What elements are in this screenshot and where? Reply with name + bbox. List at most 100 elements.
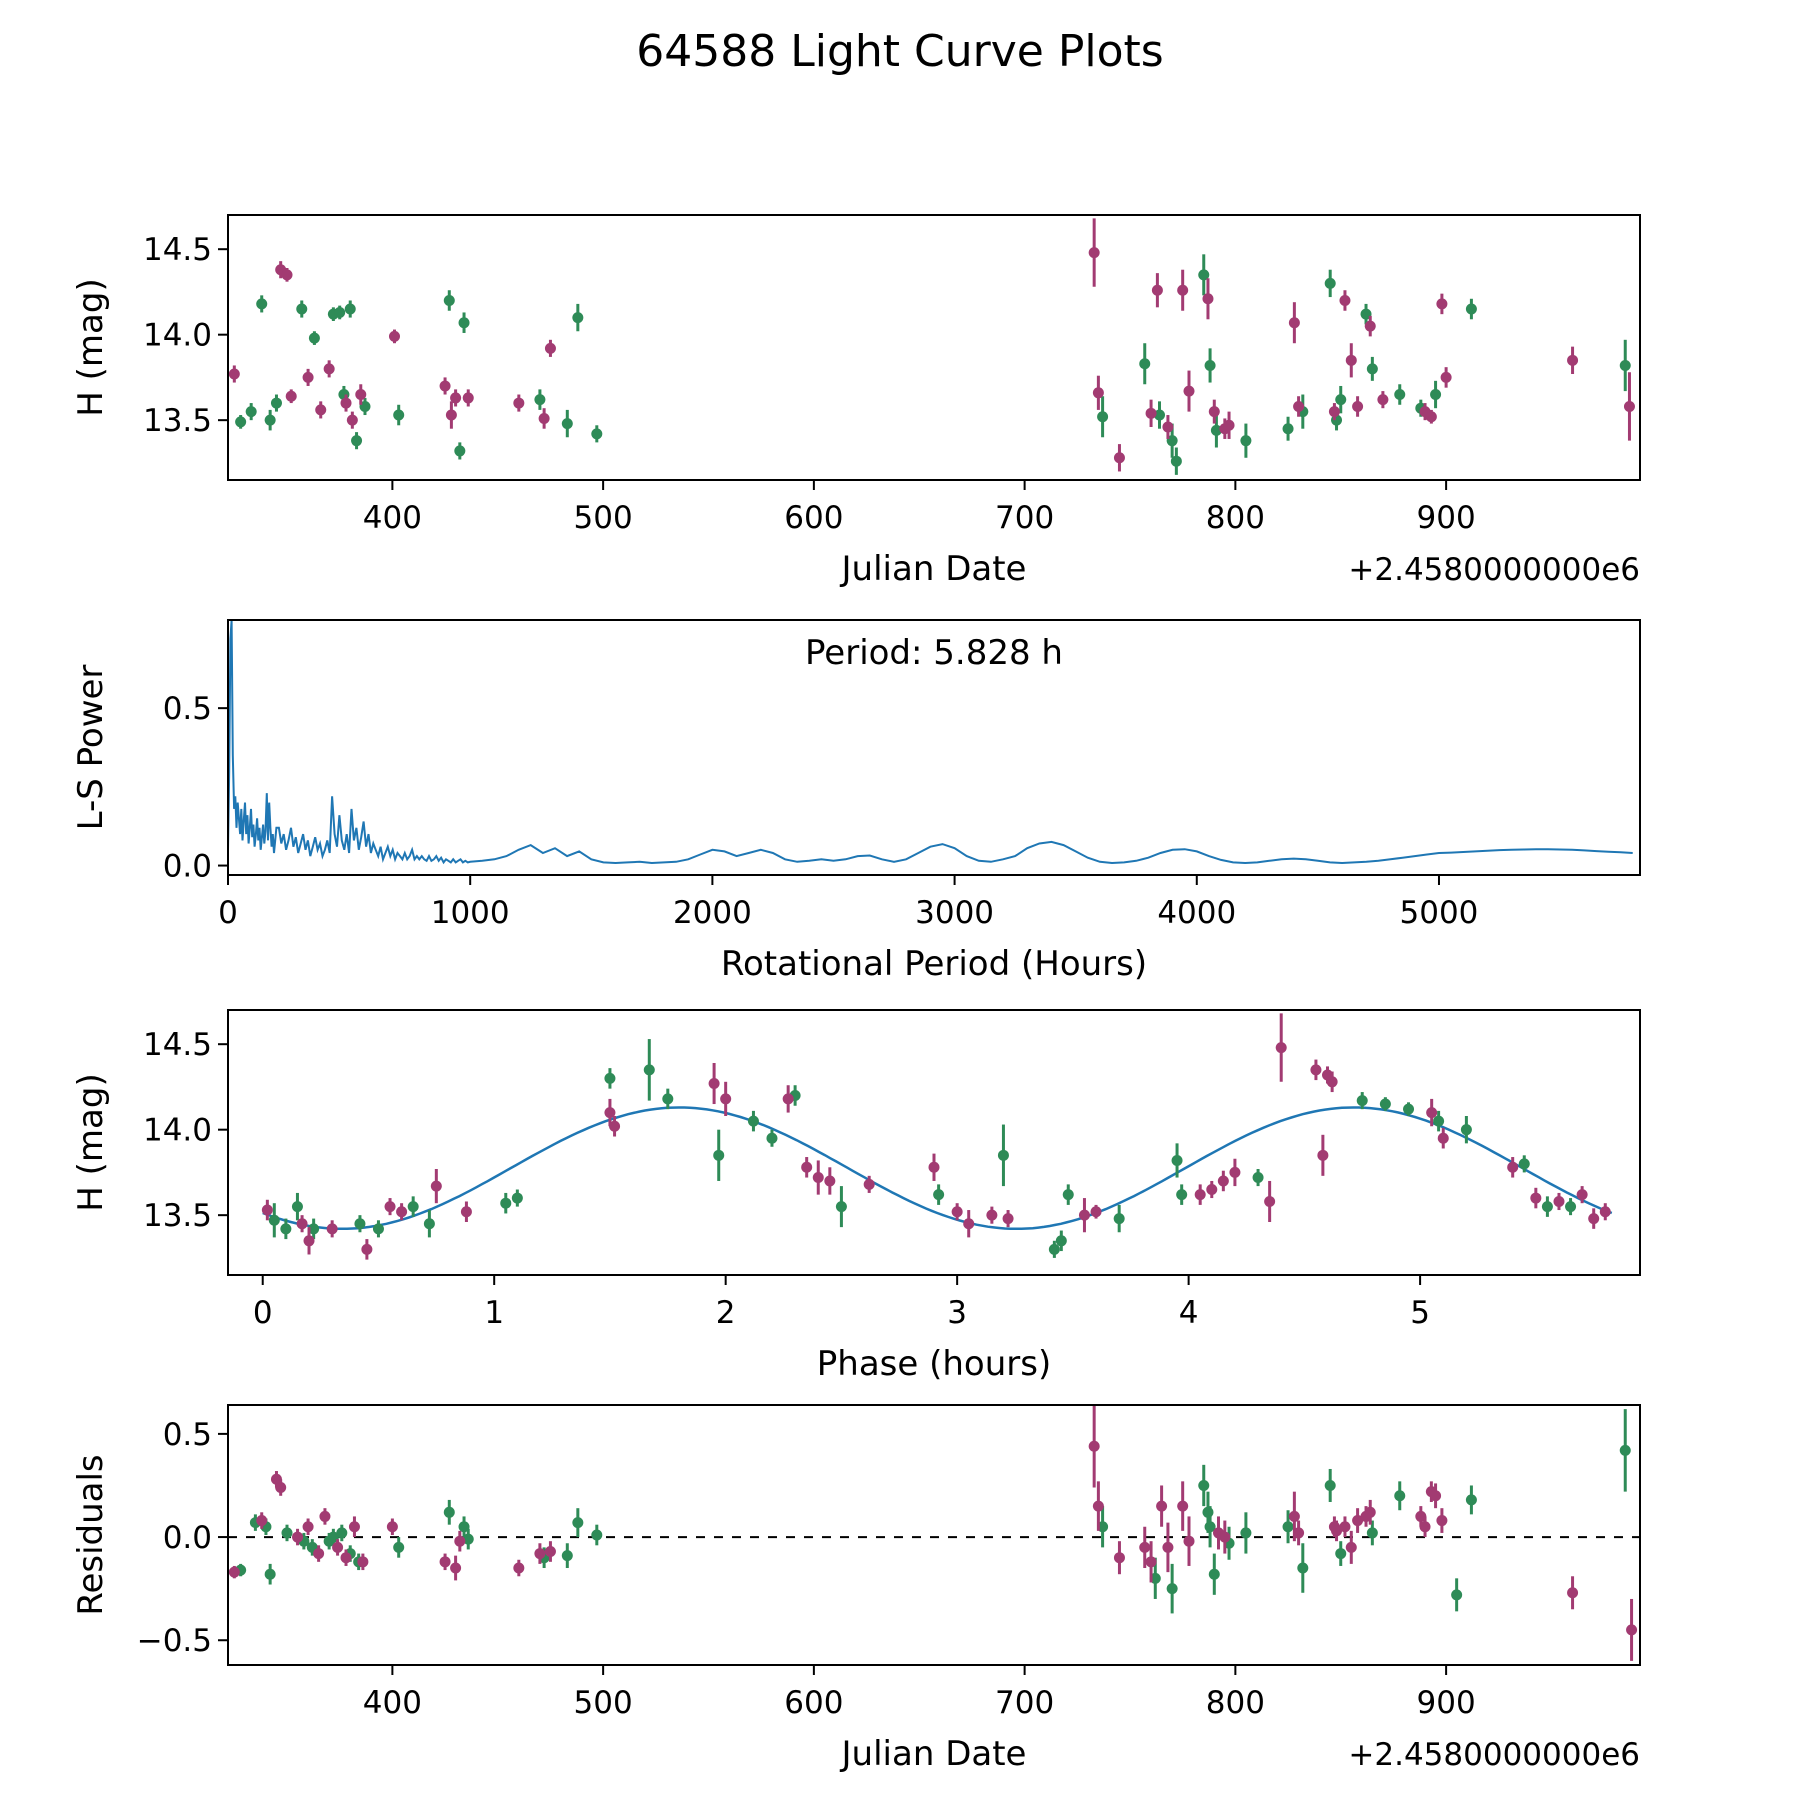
data-point [445,409,457,421]
data-point [835,1201,847,1213]
data-point [1088,1440,1100,1452]
sinusoid-fit-line [262,1106,1613,1231]
data-point [1437,1132,1449,1144]
data-point [604,1107,616,1119]
data-point [534,394,546,406]
data-point [708,1078,720,1090]
data-point [1162,421,1174,433]
data-point [1310,1064,1322,1076]
x-tick-label: 5 [1410,1295,1430,1331]
data-point [544,342,556,354]
series-residuals-magenta [228,1405,1638,1661]
data-point [1145,407,1157,419]
data-point [313,1548,325,1560]
data-point [423,1218,435,1230]
data-point [285,390,297,402]
data-point [1352,400,1364,412]
data-point [1206,1184,1218,1196]
y-tick-label: 0.0 [163,849,212,885]
x-tick-label: 5000 [1400,895,1479,931]
subplot-phase-curve: 0 1 2 3 4 5 13.5 14.0 14.5 Phase (hours) H (mag) [71,1009,1641,1384]
data-point [332,1541,344,1553]
data-point [270,397,282,409]
data-point [1345,354,1357,366]
data-point [264,414,276,426]
subplot-residuals: 400 500 600 700 800 900 −0.5 0.0 0.5 Julian Date R… [71,1404,1641,1774]
data-point [513,397,525,409]
x-axis-offset-text: +2.4580000000e6 [1348,1737,1640,1773]
x-tick-label: 700 [995,500,1054,536]
data-point [1518,1158,1530,1170]
data-point [1297,1562,1309,1574]
data-point [1183,385,1195,397]
data-point [326,1223,338,1235]
data-point [454,1535,466,1547]
data-point [1204,1521,1216,1533]
x-tick-label: 500 [574,500,633,536]
data-point [1002,1213,1014,1225]
data-point [351,435,363,447]
data-point [1364,1506,1376,1518]
data-point [963,1218,975,1230]
x-tick-label: 1000 [431,895,510,931]
y-axis-label: H (mag) [71,1073,111,1211]
data-point [1364,320,1376,332]
data-point [863,1178,875,1190]
data-point [1092,387,1104,399]
subplot-periodogram: 0 1000 2000 3000 4000 5000 0.0 0.5 Rotational Pe… [71,619,1641,984]
x-tick-label: 0 [253,1295,273,1331]
data-point [1465,303,1477,315]
data-point [1217,1175,1229,1187]
data-point [951,1206,963,1218]
y-tick-label: 13.5 [143,1198,212,1234]
x-tick-label: 500 [574,1685,633,1721]
data-point [1288,1510,1300,1522]
data-point [388,330,400,342]
data-point [1576,1189,1588,1201]
data-point [1599,1206,1611,1218]
data-point [1156,1500,1168,1512]
data-point [1151,284,1163,296]
data-point [1553,1195,1565,1207]
data-point [609,1120,621,1132]
data-point [1366,363,1378,375]
plot-area-periodogram [228,620,1633,865]
data-point [1183,1535,1195,1547]
data-point [572,1517,584,1529]
data-point [1324,1479,1336,1491]
x-tick-label: 3000 [915,895,994,931]
data-point [604,1072,616,1084]
data-point [1567,354,1579,366]
x-tick-label: 3 [947,1295,967,1331]
data-point [1139,1541,1151,1553]
data-point [933,1189,945,1201]
data-point [1139,358,1151,370]
data-point [323,363,335,375]
data-point [801,1161,813,1173]
data-point [1567,1587,1579,1599]
data-point [1202,293,1214,305]
data-point [1162,1541,1174,1553]
data-point [315,404,327,416]
data-point [1324,277,1336,289]
data-point [443,1506,455,1518]
series-observations-magenta [228,218,1635,472]
data-point [782,1093,794,1105]
x-tick-label: 1 [484,1295,504,1331]
data-point [354,1218,366,1230]
data-point [662,1093,674,1105]
data-point [386,1521,398,1533]
data-point [346,414,358,426]
data-point [720,1093,732,1105]
data-point [713,1149,725,1161]
data-point [1198,269,1210,281]
data-point [396,1206,408,1218]
axes-frame [227,1404,1641,1666]
data-point [1440,371,1452,383]
data-point [308,1223,320,1235]
data-point [296,1218,308,1230]
data-point [1145,1556,1157,1568]
data-point [1088,247,1100,259]
data-point [1090,1206,1102,1218]
